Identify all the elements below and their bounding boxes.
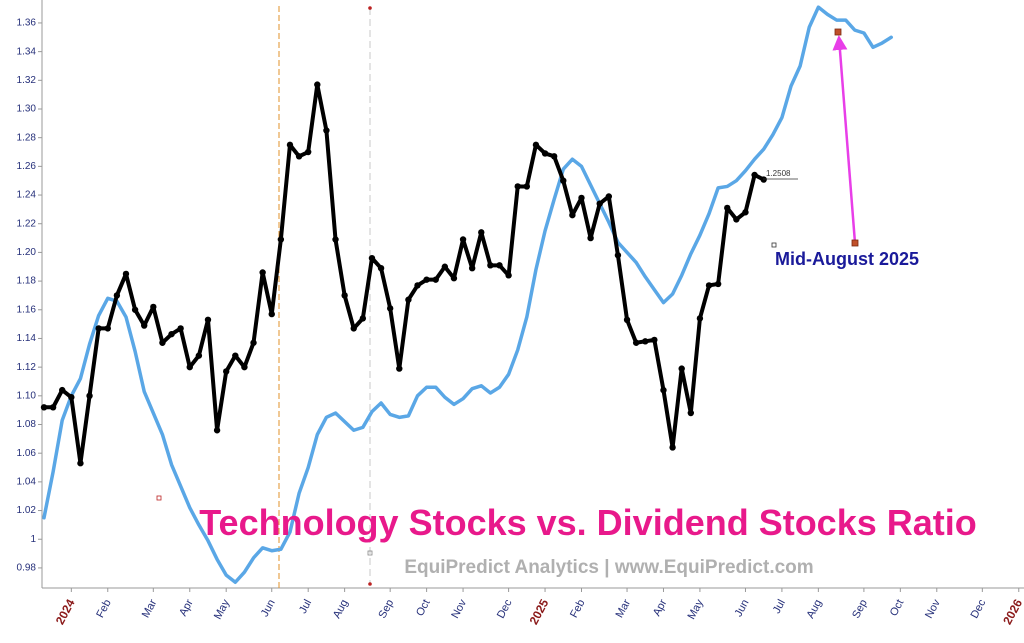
y-tick-label: 1.16	[17, 304, 37, 315]
annotations: Mid-August 2025 1.2508 Technology Stocks…	[199, 28, 977, 578]
y-tick-label: 1.04	[17, 477, 37, 488]
x-tick-label: Oct	[888, 598, 907, 619]
y-tick-label: 1.32	[17, 75, 37, 86]
x-tick-label: May	[212, 597, 233, 621]
y-tick-label: 1.02	[17, 505, 37, 516]
x-tick-label: Mar	[614, 597, 634, 620]
y-tick-label: 1.24	[17, 190, 37, 201]
x-tick-label: Nov	[923, 597, 943, 620]
last-value-label: 1.2508	[766, 169, 791, 178]
x-tick-label: Nov	[449, 597, 469, 620]
y-tick-label: 1.22	[17, 218, 37, 229]
y-tick-label: 1	[30, 534, 36, 545]
x-tick-label: Feb	[94, 598, 114, 620]
x-tick-label: Mar	[140, 597, 160, 620]
anchor	[367, 550, 373, 556]
chart-subtitle: EquiPredict Analytics | www.EquiPredict.…	[404, 557, 813, 578]
x-tick-label: Apr	[651, 597, 670, 618]
series-line	[42, 5, 893, 585]
x-tick-label: Dec	[969, 597, 989, 620]
y-tick-label: 1.08	[17, 419, 37, 430]
y-tick-label: 1.26	[17, 161, 37, 172]
x-tick-label: Jul	[297, 598, 314, 616]
series-line	[40, 81, 767, 467]
y-tick-label: 1.10	[17, 390, 37, 401]
x-tick-label: Aug	[331, 598, 351, 621]
x-tick-label: Feb	[568, 598, 588, 620]
anchor	[156, 495, 162, 501]
x-tick-label: Apr	[177, 597, 196, 618]
x-tick-label: Jul	[771, 598, 788, 616]
arrow-end	[834, 28, 842, 36]
chart-title: Technology Stocks vs. Dividend Stocks Ra…	[199, 502, 977, 543]
annotation: Mid-August 2025	[775, 249, 919, 269]
y-tick-label: 1.06	[17, 448, 37, 459]
marker-dot	[368, 582, 372, 586]
x-tick-label: 2026	[1000, 597, 1024, 627]
y-tick-label: 1.12	[17, 362, 37, 373]
x-tick-label: Dec	[495, 597, 515, 620]
x-tick-label: 2025	[527, 597, 552, 627]
arrow-end	[851, 239, 859, 247]
x-tick-label: Sep	[376, 598, 396, 621]
y-tick-label: 0.98	[17, 563, 37, 574]
x-tick-label: Jun	[259, 598, 278, 619]
x-tick-label: May	[686, 597, 707, 621]
y-tick-label: 1.18	[17, 276, 37, 287]
x-tick-label: Oct	[414, 598, 433, 619]
y-tick-label: 1.28	[17, 132, 37, 143]
x-tick-label: Sep	[850, 598, 870, 621]
y-tick-label: 1.14	[17, 333, 37, 344]
y-tick-label: 1.30	[17, 104, 37, 115]
arrow	[832, 35, 857, 244]
x-tick-label: Aug	[805, 598, 825, 621]
marker-dot	[368, 6, 372, 10]
y-tick-label: 1.20	[17, 247, 37, 258]
y-tick-label: 1.34	[17, 46, 37, 57]
y-tick-label: 1.36	[17, 18, 37, 29]
x-tick-label: Jun	[733, 598, 752, 619]
anchor	[771, 242, 777, 248]
x-tick-label: 2024	[53, 597, 78, 627]
